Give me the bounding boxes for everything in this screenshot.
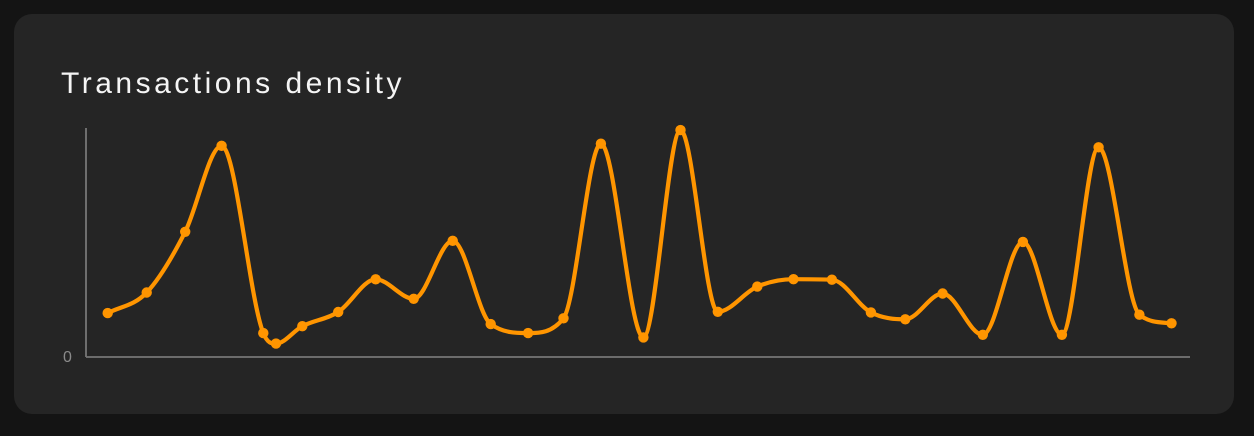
svg-text:0: 0 <box>63 349 72 366</box>
